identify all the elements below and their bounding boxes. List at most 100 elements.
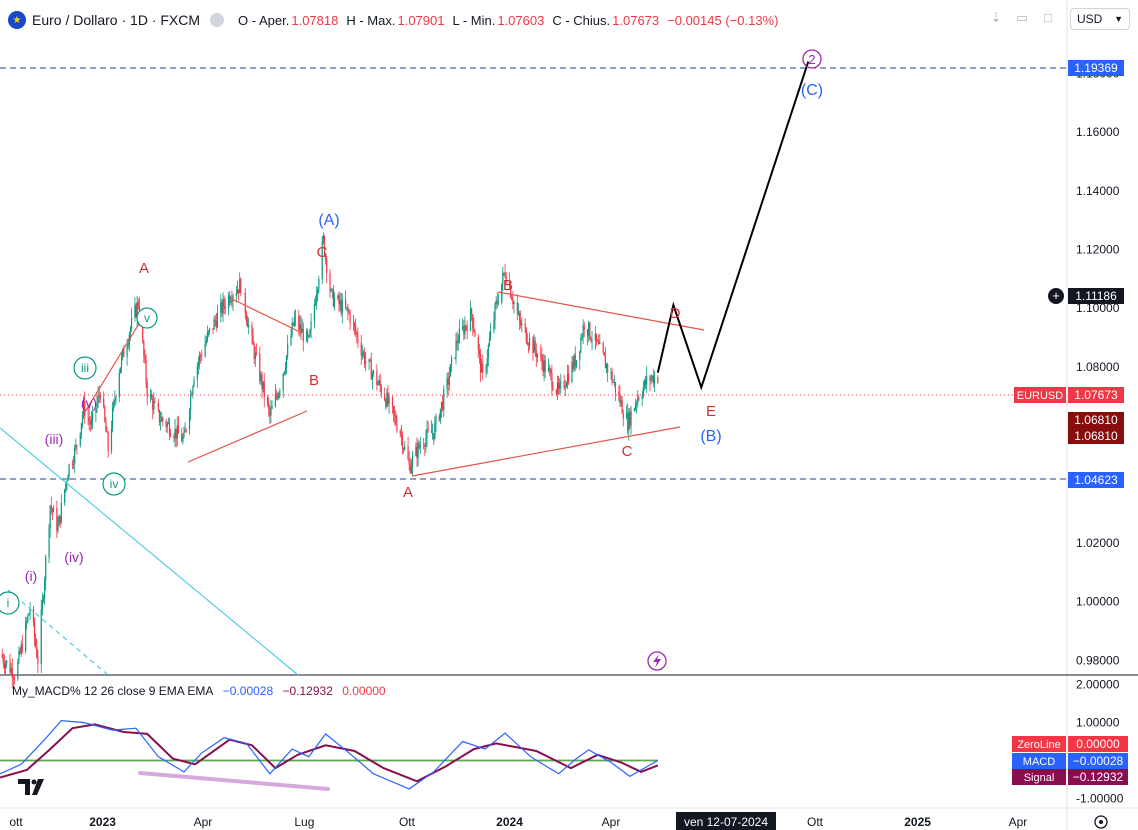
candle-body xyxy=(52,507,55,513)
candle-body xyxy=(410,466,413,473)
candle-body xyxy=(91,412,94,421)
currency-select[interactable]: USD ▼ xyxy=(1070,8,1130,30)
macd-title[interactable]: My_MACD% 12 26 close 9 EMA EMA xyxy=(12,684,214,698)
candle-body xyxy=(252,335,254,346)
candle-body xyxy=(423,445,425,447)
wave-label-B-red-mid: B xyxy=(309,372,319,389)
gear-icon[interactable] xyxy=(1094,815,1108,829)
candle-body xyxy=(236,289,239,294)
candle-body xyxy=(41,599,43,610)
pane-toolbar: ⇣ ▭ □ xyxy=(988,10,1056,26)
wave-label-C-blue: (C) xyxy=(801,82,823,99)
candle-body xyxy=(56,507,58,531)
candle-body xyxy=(392,406,395,414)
candle-body xyxy=(347,307,349,312)
candle-body xyxy=(633,408,636,412)
price-scale[interactable]: 1.200001.180001.160001.140001.120001.100… xyxy=(1076,8,1120,668)
candle-body xyxy=(120,356,123,368)
candle-body xyxy=(435,415,437,423)
candle-body xyxy=(360,342,362,356)
candle-body xyxy=(162,417,164,422)
candle-body xyxy=(503,272,505,274)
candle-body xyxy=(183,432,185,437)
time-axis[interactable]: ott 2023 Apr Lug Ott 2024 Apr Ott 2025 Apr xyxy=(9,815,1027,829)
candle-body xyxy=(123,349,125,358)
cyan-trendline-dashed[interactable] xyxy=(7,589,109,676)
candle-body xyxy=(313,304,316,322)
candle-body xyxy=(310,321,312,331)
candle-body xyxy=(282,374,284,391)
candle-body xyxy=(146,382,148,397)
candle-body xyxy=(565,384,567,387)
candle-body xyxy=(222,299,224,314)
candle-body xyxy=(338,295,340,304)
candle-body xyxy=(427,429,429,431)
maximize-icon[interactable]: □ xyxy=(1044,10,1052,25)
candle-body xyxy=(603,352,605,357)
candle-body xyxy=(67,475,69,481)
candle-body xyxy=(512,299,514,304)
candle-body xyxy=(580,337,582,352)
candle-body xyxy=(142,319,144,342)
price-tag xyxy=(1068,412,1124,428)
triangle-lower-line xyxy=(411,426,681,477)
candle-body xyxy=(230,300,232,303)
candle-body xyxy=(104,406,106,421)
time-tick-label: Ott xyxy=(399,815,416,829)
candle-body xyxy=(191,394,193,396)
macd-name-tag xyxy=(1012,753,1066,769)
candle-body xyxy=(17,661,19,680)
candle-body xyxy=(126,346,128,358)
minimize-icon[interactable]: ▭ xyxy=(1015,10,1029,25)
candle-body xyxy=(370,360,372,380)
euro-flag-icon: ★ xyxy=(8,11,26,29)
symbol-title[interactable]: Euro / Dollaro · 1D · FXCM xyxy=(32,12,201,28)
candle-body xyxy=(129,328,132,335)
candle-body xyxy=(134,305,136,318)
price-tick-label: 1.10000 xyxy=(1076,301,1120,315)
move-down-icon[interactable]: ⇣ xyxy=(990,10,1002,25)
candle-body xyxy=(89,421,91,425)
candle-body xyxy=(497,302,499,304)
macd-scale[interactable]: 2.00000 1.00000 -1.00000 xyxy=(1076,678,1124,806)
candle-body xyxy=(193,379,195,387)
candle-body xyxy=(426,429,428,438)
candle-body xyxy=(157,402,159,410)
candle-body xyxy=(583,325,585,330)
lightning-icon[interactable] xyxy=(647,651,667,671)
candle-body xyxy=(542,361,544,372)
candle-body xyxy=(72,463,75,465)
candle-body xyxy=(355,326,357,333)
candle-body xyxy=(636,403,638,405)
candle-body xyxy=(627,413,629,432)
projection-path[interactable] xyxy=(656,61,810,391)
candle-body xyxy=(64,489,66,503)
low-label: L - Min. xyxy=(452,12,496,28)
wave-label-i: (i) xyxy=(25,568,37,584)
macd-signal-line xyxy=(0,723,659,783)
candle-body xyxy=(431,433,434,434)
candle-body xyxy=(204,344,206,357)
candle-body xyxy=(4,663,7,668)
trendlines[interactable] xyxy=(84,291,705,477)
price-tick-label: 1.14000 xyxy=(1076,184,1120,198)
candle-body xyxy=(494,304,496,320)
candle-body xyxy=(243,293,245,294)
candle-body xyxy=(496,300,498,304)
candle-body xyxy=(290,335,292,345)
candle-body xyxy=(552,388,554,391)
cyan-trendline[interactable] xyxy=(0,427,299,676)
candle-body xyxy=(524,323,526,328)
plus-icon xyxy=(1048,288,1064,304)
macd-pink-divergence xyxy=(138,771,330,791)
candle-body xyxy=(166,423,168,427)
candle-body xyxy=(363,352,366,364)
candle-body xyxy=(463,326,465,335)
candle-body xyxy=(223,299,225,307)
candle-body xyxy=(650,378,652,381)
candle-body xyxy=(395,415,397,424)
candle-body xyxy=(32,609,35,623)
macd-tick-label: 2.00000 xyxy=(1076,678,1120,692)
candle-body xyxy=(284,368,287,372)
